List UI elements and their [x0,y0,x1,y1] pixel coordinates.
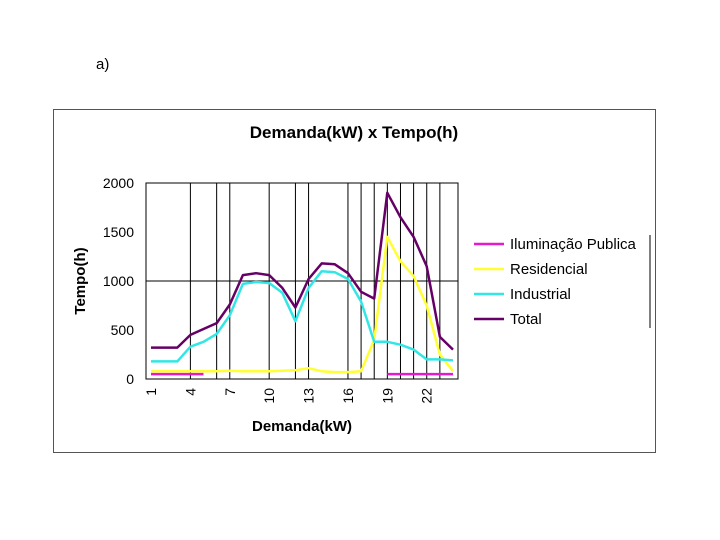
legend-label: Industrial [510,286,571,303]
line-chart: Demanda(kW) x Tempo(h) 0500100015002000 … [72,123,651,435]
x-tick-label: 22 [419,388,435,404]
x-tick-label: 19 [379,388,395,404]
y-tick-label: 500 [111,322,135,338]
series-layer [151,191,454,376]
figure-label: a) [96,56,110,73]
y-axis-title: Tempo(h) [72,247,89,314]
series-line-residencial [151,235,454,374]
x-tick-labels: 1 4 7 10 13 16 19 22 [143,388,435,404]
x-tick-label: 4 [182,388,198,396]
chart-title: Demanda(kW) x Tempo(h) [250,123,458,142]
y-tick-labels: 0 500 1000 1500 2000 [103,175,134,387]
x-tick-label: 1 [143,388,159,396]
legend: Iluminação Publica Residencial Industrial T… [474,236,637,328]
y-tick-label: 1000 [103,273,134,289]
x-tick-label: 16 [340,388,356,404]
x-axis-title: Demanda(kW) [252,418,352,435]
series-line-total [151,191,454,351]
y-tick-label: 0 [126,371,134,387]
series-line-industrial [151,269,454,363]
legend-label: Iluminação Publica [510,236,637,253]
y-tick-label: 2000 [103,175,134,191]
x-tick-label: 7 [222,388,238,396]
legend-label: Total [510,311,542,328]
y-tick-label: 1500 [103,224,134,240]
legend-label: Residencial [510,261,588,278]
chart-frame: Demanda(kW) x Tempo(h) 0 500 1000 1500 2000 … [53,109,656,453]
x-tick-label: 10 [261,388,277,404]
x-tick-label: 13 [301,388,317,404]
